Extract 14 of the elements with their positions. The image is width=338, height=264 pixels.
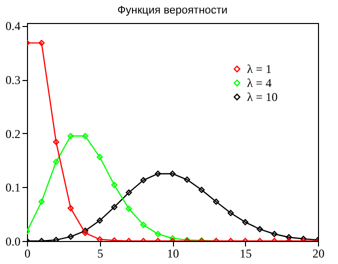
y-tick-label: 0.4 <box>6 19 20 34</box>
legend-label: λ = 4 <box>247 76 272 90</box>
y-tick-label: 0.1 <box>6 180 20 195</box>
chart-title: Функция вероятности <box>117 4 228 17</box>
x-tick-label: 20 <box>312 246 324 260</box>
legend-label: λ = 10 <box>247 90 278 104</box>
y-tick-label: 0.3 <box>6 73 20 88</box>
x-tick-label: 10 <box>167 246 179 260</box>
x-tick-label: 15 <box>240 246 252 260</box>
legend-label: λ = 1 <box>247 62 272 76</box>
x-tick-label: 5 <box>97 246 104 260</box>
y-tick-label: 0.0 <box>6 234 20 248</box>
y-tick-label: 0.2 <box>6 126 20 141</box>
x-tick-label: 0 <box>24 246 30 260</box>
